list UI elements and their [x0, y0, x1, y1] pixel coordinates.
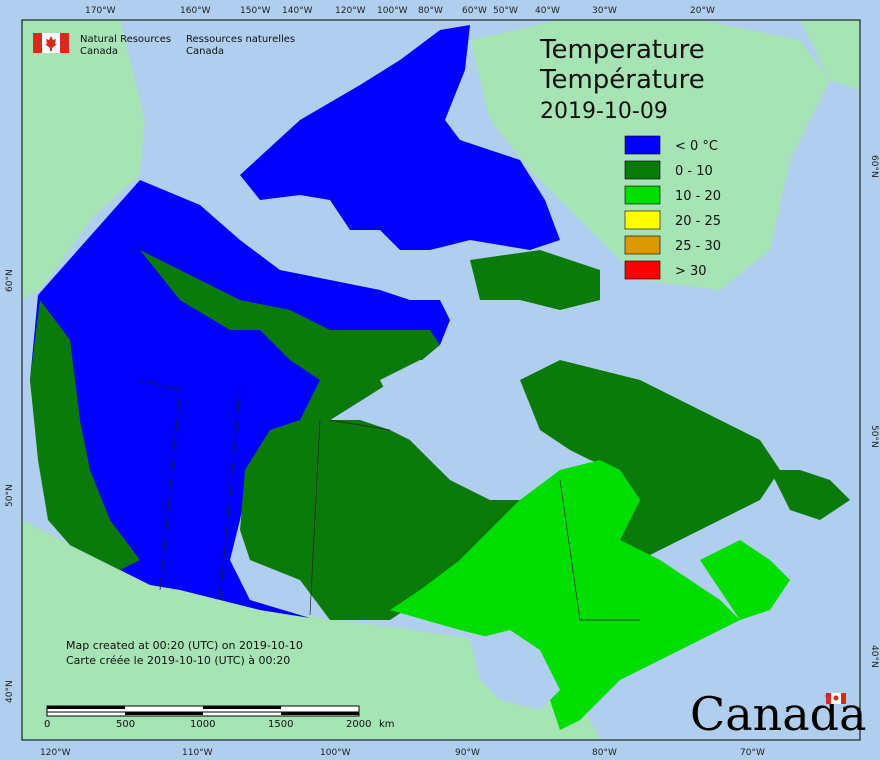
usa: [22, 520, 600, 740]
scale-seg-1: [47, 706, 125, 709]
graticule-labels: 170°W 160°W 150°W 140°W 120°W 100°W 80°W 60°W 50…: [5, 6, 879, 758]
quebec-labrador: [520, 360, 780, 560]
government-logo: [33, 33, 69, 53]
graticule-right-0: 60°N: [869, 155, 879, 178]
legend-label-0: < 0 °C: [675, 139, 718, 154]
ontario-quebec-south: [390, 460, 740, 730]
alaska: [22, 20, 145, 300]
scale-tick-0: 0: [44, 719, 50, 730]
graticule-top-2: 150°W: [240, 6, 271, 16]
scale-tick-1000: 1000: [190, 719, 215, 730]
legend-label-2: 10 - 20: [675, 189, 721, 204]
scale-seg-3: [125, 712, 203, 715]
scale-bar: 0 500 1000 1500 2000 km: [44, 705, 395, 730]
arctic-islands: [240, 25, 560, 250]
wordmark-maple-leaf-icon: [833, 695, 839, 701]
graticule-left-2: 40°N: [5, 680, 15, 703]
scale-tick-2000: 2000: [346, 719, 371, 730]
wordmark-flag-right: [841, 693, 846, 704]
scale-unit: km: [379, 719, 395, 730]
legend-swatch-2: [624, 185, 661, 205]
graticule-bottom-2: 100°W: [320, 748, 351, 758]
border-1: [139, 379, 181, 591]
map-title-en: Temperature: [539, 35, 705, 65]
scale-tick-1500: 1500: [268, 719, 293, 730]
wordmark-flag: [826, 693, 846, 704]
credit-line1: Map created at 00:20 (UTC) on 2019-10-10: [66, 639, 303, 652]
west-coast-green: [30, 300, 140, 570]
legend-swatch-1: [624, 160, 661, 180]
zone-0-10: [30, 250, 850, 620]
graticule-right-2: 40°N: [869, 645, 879, 668]
zone-below-zero: [30, 25, 560, 618]
graticule-top-8: 50°W: [493, 6, 518, 16]
graticule-top-11: 20°W: [690, 6, 715, 16]
border-5: [559, 479, 640, 621]
flag-left-band: [33, 33, 42, 53]
graticule-right-1: 50°N: [869, 425, 879, 448]
graticule-top-9: 40°W: [535, 6, 560, 16]
border-3: [309, 419, 321, 616]
legend-swatch-3: [624, 210, 661, 230]
maple-leaf-icon: [45, 36, 57, 51]
non-canada-land: [22, 20, 860, 740]
graticule-left-1: 50°N: [5, 484, 15, 507]
graticule-bottom-0: 120°W: [40, 748, 71, 758]
map-date: 2019-10-09: [540, 99, 668, 124]
hudson-bay: [380, 360, 540, 500]
scale-tick-500: 500: [116, 719, 135, 730]
north-mainland-frozen: [30, 180, 450, 618]
scale-seg-2: [203, 706, 281, 709]
border-2: [219, 389, 241, 601]
graticule-top-5: 100°W: [377, 6, 408, 16]
legend-swatch-0: [624, 135, 661, 155]
zone-10-20: [390, 460, 790, 730]
graticule-top-3: 140°W: [282, 6, 313, 16]
graticule-top-7: 60°W: [462, 6, 487, 16]
legend-swatch-5: [624, 260, 661, 280]
graticule-bottom-4: 80°W: [592, 748, 617, 758]
legend-label-4: 25 - 30: [675, 239, 721, 254]
graticule-top-1: 160°W: [180, 6, 211, 16]
agency-en-line2: Canada: [80, 46, 118, 57]
map-frame: [21, 19, 861, 741]
newfoundland: [770, 470, 850, 520]
iceland-right: [800, 20, 860, 90]
scale-seg-4: [281, 712, 359, 715]
legend-label-1: 0 - 10: [675, 164, 713, 179]
graticule-bottom-1: 110°W: [182, 748, 213, 758]
legend-label-5: > 30: [675, 264, 707, 279]
agency-en-line1: Natural Resources: [80, 34, 171, 45]
wordmark-flag-left: [826, 693, 831, 704]
great-lakes: [470, 630, 560, 710]
maritimes: [700, 540, 790, 620]
graticule-top-10: 30°W: [592, 6, 617, 16]
graticule-top-4: 120°W: [335, 6, 366, 16]
agency-fr-line2: Canada: [186, 46, 224, 57]
legend-swatch-4: [624, 235, 661, 255]
agency-fr-line1: Ressources naturelles: [186, 34, 295, 45]
graticule-left-0: 60°N: [5, 269, 15, 292]
baffin-south: [470, 250, 600, 310]
border-4: [329, 419, 391, 431]
graticule-top-0: 170°W: [85, 6, 116, 16]
graticule-top-6: 80°W: [418, 6, 443, 16]
graticule-bottom-5: 70°W: [740, 748, 765, 758]
flag-right-band: [60, 33, 69, 53]
borders: [139, 379, 640, 621]
map-title-fr: Température: [539, 65, 705, 95]
graticule-bottom-3: 90°W: [455, 748, 480, 758]
central-canada: [140, 250, 520, 620]
legend: < 0 °C 0 - 10 10 - 20 20 - 25 25 - 30 > 30: [624, 135, 721, 280]
greenland: [470, 20, 830, 290]
legend-label-3: 20 - 25: [675, 214, 721, 229]
credit-line2: Carte créée le 2019-10-10 (UTC) à 00:20: [66, 654, 290, 667]
